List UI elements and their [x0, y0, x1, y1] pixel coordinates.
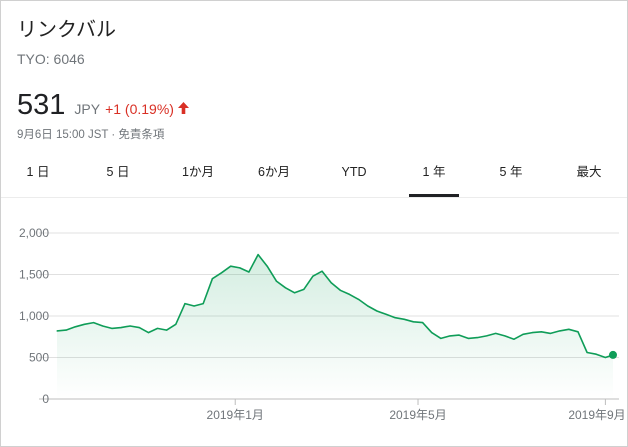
price-change: +1 (0.19%)	[105, 101, 174, 117]
price-point	[65, 329, 67, 331]
price-area	[57, 254, 613, 399]
price-point	[257, 253, 259, 256]
tab-max[interactable]: 最大	[576, 165, 602, 179]
price-point	[412, 321, 415, 323]
price-point	[476, 336, 479, 339]
price-point	[367, 305, 369, 307]
price-point	[330, 282, 332, 284]
price-point	[111, 327, 113, 330]
price-line	[56, 253, 614, 359]
price-point	[74, 326, 76, 328]
timestamp: 9月6日 15:00 JST · 免責条項	[17, 129, 165, 141]
price-point	[421, 322, 424, 324]
price-point	[156, 327, 159, 330]
price-row: 531 JPY +1 (0.19%)	[17, 89, 189, 121]
price-point	[440, 337, 442, 340]
price-point	[522, 333, 524, 335]
y-tick-label: 0	[42, 392, 49, 406]
price-chart: 0 500 1,000 1,500 2,000 2019年1月 2019年5月 2019年9月	[19, 226, 626, 422]
price-point	[284, 287, 287, 289]
currency: JPY	[74, 101, 101, 117]
price-point	[586, 351, 588, 354]
price-point	[147, 332, 149, 334]
y-tick-label: 1,500	[19, 268, 49, 282]
x-tick-label: 2019年5月	[389, 408, 446, 422]
price-point	[403, 318, 405, 320]
tab-5d[interactable]: 5 日	[106, 165, 130, 179]
price-point	[485, 335, 488, 337]
price-point	[568, 328, 570, 330]
price-point	[230, 265, 232, 267]
x-tick-label: 2019年1月	[207, 408, 264, 422]
price-point	[266, 265, 268, 267]
arrow-up-icon	[177, 102, 189, 114]
price-point	[166, 329, 168, 331]
price-point	[102, 325, 104, 327]
price-point	[175, 323, 177, 325]
tab-1m[interactable]: 1か月	[182, 165, 214, 179]
price-point	[120, 327, 122, 329]
y-tick-label: 1,000	[19, 309, 49, 323]
price-point	[577, 331, 579, 333]
price-point	[129, 325, 131, 327]
tab-1d[interactable]: 1 日	[26, 165, 50, 179]
price-point	[83, 323, 86, 325]
price-point	[239, 267, 241, 269]
price-point	[376, 310, 378, 312]
price-point	[504, 335, 506, 337]
company-name: リンクバル	[17, 19, 116, 41]
price-point	[275, 280, 277, 282]
price-point	[604, 356, 606, 359]
price-point	[92, 322, 95, 324]
last-price-dot	[609, 350, 617, 359]
price-point	[193, 305, 195, 307]
current-price: 531	[17, 89, 66, 121]
price-point	[431, 332, 433, 334]
price-point	[449, 335, 451, 337]
price-point	[467, 337, 469, 340]
price-point	[358, 298, 360, 300]
price-point	[312, 275, 314, 277]
price-point	[394, 317, 396, 319]
price-point	[184, 302, 186, 305]
y-tick-label: 2,000	[19, 226, 49, 240]
price-point	[294, 292, 296, 294]
price-point	[138, 327, 140, 329]
price-point	[303, 288, 305, 291]
tab-5y[interactable]: 5 年	[499, 165, 523, 179]
price-point	[549, 332, 552, 335]
price-point	[56, 330, 58, 332]
price-point	[339, 289, 341, 291]
ticker-symbol: TYO: 6046	[17, 51, 85, 67]
price-point	[385, 313, 387, 315]
x-tick-label: 2019年9月	[568, 408, 625, 422]
tab-1y[interactable]: 1 年	[399, 151, 469, 197]
price-point	[513, 338, 515, 340]
price-point	[559, 330, 561, 332]
price-point	[531, 332, 533, 334]
price-point	[495, 332, 497, 335]
tab-ytd[interactable]: YTD	[341, 165, 367, 179]
price-point	[458, 334, 460, 336]
price-point	[202, 302, 204, 305]
price-point	[540, 331, 543, 333]
price-point	[595, 353, 597, 355]
tab-6m[interactable]: 6か月	[258, 165, 290, 179]
y-tick-label: 500	[29, 351, 49, 365]
price-point	[321, 270, 323, 272]
range-tabs: 1 日 5 日 1か月 6か月 YTD 1 年 5 年 最大	[1, 151, 627, 198]
price-point	[248, 271, 250, 273]
price-point	[220, 272, 223, 274]
price-point	[348, 293, 351, 296]
price-point	[211, 278, 213, 280]
